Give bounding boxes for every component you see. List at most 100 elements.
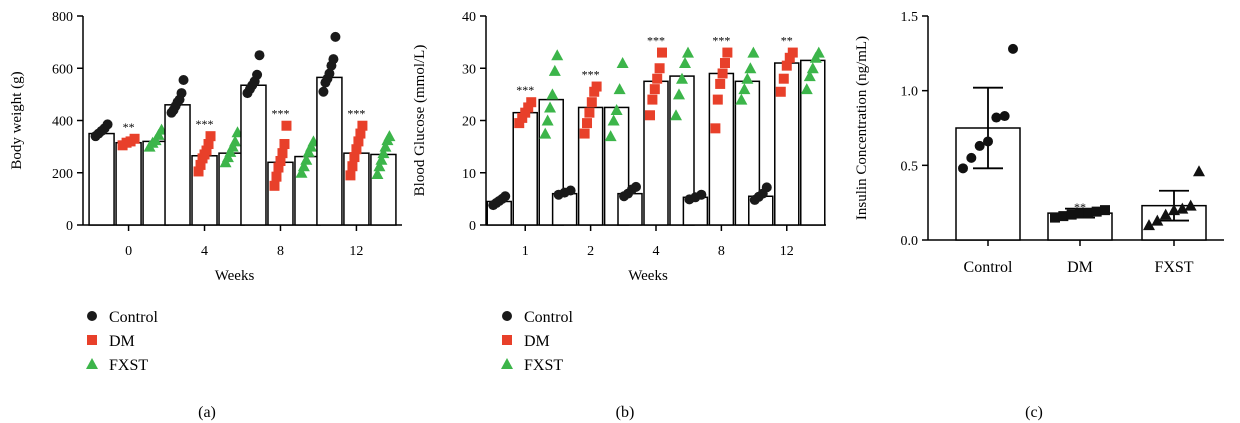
data-point xyxy=(129,133,140,144)
data-point xyxy=(1168,204,1180,216)
data-point xyxy=(1100,205,1110,216)
data-point xyxy=(279,139,290,150)
bar-fxst xyxy=(800,59,826,226)
data-point xyxy=(649,84,660,95)
data-point xyxy=(803,70,816,82)
panel-label: (a) xyxy=(198,404,216,421)
data-point xyxy=(744,62,757,74)
y-tick-label: 0.0 xyxy=(901,234,919,249)
data-point xyxy=(682,46,694,58)
data-point xyxy=(523,102,534,113)
data-point xyxy=(616,57,629,69)
panel-label: (c) xyxy=(1025,404,1043,421)
data-point xyxy=(1151,214,1164,226)
data-point xyxy=(526,97,537,108)
data-point xyxy=(377,147,390,159)
data-point xyxy=(738,83,751,95)
significance-label: *** xyxy=(271,107,289,121)
data-point xyxy=(670,109,682,121)
bar-control xyxy=(88,132,115,226)
bar-control xyxy=(240,84,267,226)
data-point xyxy=(1050,212,1060,223)
data-point xyxy=(991,112,1002,123)
significance-label: *** xyxy=(647,34,665,48)
data-point xyxy=(676,72,688,84)
legend-marker-dm xyxy=(87,335,97,345)
y-tick-label: 0 xyxy=(469,219,476,234)
data-point xyxy=(383,130,396,142)
data-point xyxy=(1091,206,1102,217)
data-point xyxy=(983,136,993,147)
x-tick-label: 12 xyxy=(349,244,363,259)
data-point xyxy=(806,62,819,74)
data-point xyxy=(1075,208,1085,219)
data-point xyxy=(761,182,772,193)
y-tick-label: 40 xyxy=(462,10,476,25)
data-point xyxy=(178,75,189,86)
data-point xyxy=(546,88,559,100)
data-point xyxy=(353,136,364,147)
data-point xyxy=(379,140,392,152)
legend-label-control: Control xyxy=(109,309,158,326)
data-point xyxy=(541,114,554,126)
data-point xyxy=(586,97,597,108)
data-point xyxy=(565,185,576,196)
data-point xyxy=(735,93,748,105)
data-point xyxy=(775,86,786,97)
data-point xyxy=(347,161,358,172)
data-point xyxy=(696,189,707,200)
data-point xyxy=(966,152,977,163)
data-point xyxy=(318,86,329,97)
data-point xyxy=(544,101,557,113)
data-point xyxy=(349,152,360,163)
significance-label: ** xyxy=(123,120,135,134)
significance-label: ** xyxy=(781,34,793,48)
data-point xyxy=(747,46,760,58)
x-tick-label: 2 xyxy=(587,244,594,259)
legend-label-fxst: FXST xyxy=(524,357,563,374)
data-point xyxy=(657,47,667,58)
legend: Control DM FXST xyxy=(86,309,158,374)
y-tick-label: 30 xyxy=(462,62,476,77)
x-tick-label: DM xyxy=(1067,259,1093,276)
legend-marker-fxst xyxy=(501,358,513,369)
y-tick-label: 10 xyxy=(462,167,476,182)
data-point xyxy=(613,83,626,95)
data-point xyxy=(520,107,531,118)
legend-marker-control xyxy=(87,311,97,321)
data-point xyxy=(741,72,754,84)
data-point xyxy=(1184,199,1197,211)
data-point xyxy=(295,166,308,178)
data-point xyxy=(345,170,356,181)
data-point xyxy=(654,63,665,74)
data-point xyxy=(1008,43,1018,54)
y-axis-title: Body weight (g) xyxy=(9,71,25,169)
significance-label: *** xyxy=(516,83,534,97)
legend-label-fxst: FXST xyxy=(109,357,148,374)
bar-dm xyxy=(512,111,538,226)
x-tick-label: 1 xyxy=(522,244,529,259)
x-axis-title: Weeks xyxy=(628,268,668,284)
data-point xyxy=(812,46,825,58)
legend-marker-fxst xyxy=(86,358,98,369)
x-tick-label: FXST xyxy=(1154,259,1193,276)
data-point xyxy=(652,73,663,84)
data-point xyxy=(1176,202,1189,214)
data-point xyxy=(999,111,1010,122)
data-point xyxy=(281,120,292,131)
data-point xyxy=(604,130,617,142)
data-point xyxy=(539,127,552,139)
data-point xyxy=(1066,209,1077,220)
data-point xyxy=(252,69,263,80)
data-point xyxy=(351,144,362,155)
bar-dm xyxy=(115,141,142,226)
significance-label: *** xyxy=(347,107,365,121)
data-point xyxy=(800,83,813,95)
significance-label: *** xyxy=(712,34,730,48)
data-point xyxy=(589,86,600,97)
significance-label: ** xyxy=(1074,200,1086,214)
significance-label: *** xyxy=(582,68,600,82)
legend-marker-dm xyxy=(502,335,512,345)
data-point xyxy=(778,73,789,84)
